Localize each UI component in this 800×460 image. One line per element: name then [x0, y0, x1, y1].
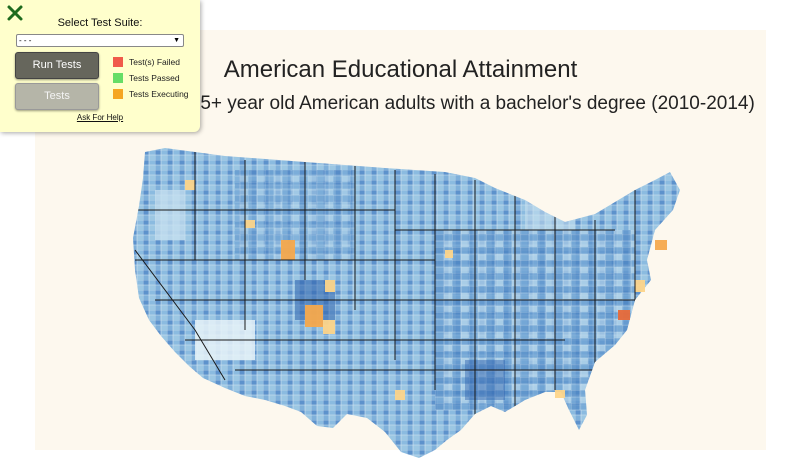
map-title: American Educational Attainment: [223, 56, 578, 83]
select-value: - - -: [19, 36, 32, 45]
failed-swatch: [113, 57, 123, 67]
chevron-down-icon: ▼: [173, 37, 180, 44]
panel-title: Select Test Suite:: [57, 17, 143, 29]
legend-passed: Tests Passed: [113, 73, 180, 83]
test-suite-panel: Select Test Suite: - - - ▼ Run Tests Tes…: [0, 0, 200, 132]
highlight-counties: [185, 180, 667, 400]
test-suite-select[interactable]: - - - ▼: [16, 34, 184, 47]
legend-failed: Test(s) Failed: [113, 57, 180, 67]
close-x-icon[interactable]: [6, 4, 24, 22]
executing-swatch: [113, 89, 123, 99]
tests-button[interactable]: Tests: [15, 83, 99, 110]
ask-for-help-link[interactable]: Ask For Help: [76, 113, 124, 122]
us-choropleth-map: [133, 148, 680, 458]
run-tests-button[interactable]: Run Tests: [15, 52, 99, 79]
map-card: American Educational Attainment Percenta…: [35, 30, 766, 458]
passed-swatch: [113, 73, 123, 83]
map-subtitle: Percentage of 25+ year old American adul…: [66, 93, 755, 114]
state-borders: [134, 150, 636, 430]
legend-executing: Tests Executing: [113, 89, 189, 99]
